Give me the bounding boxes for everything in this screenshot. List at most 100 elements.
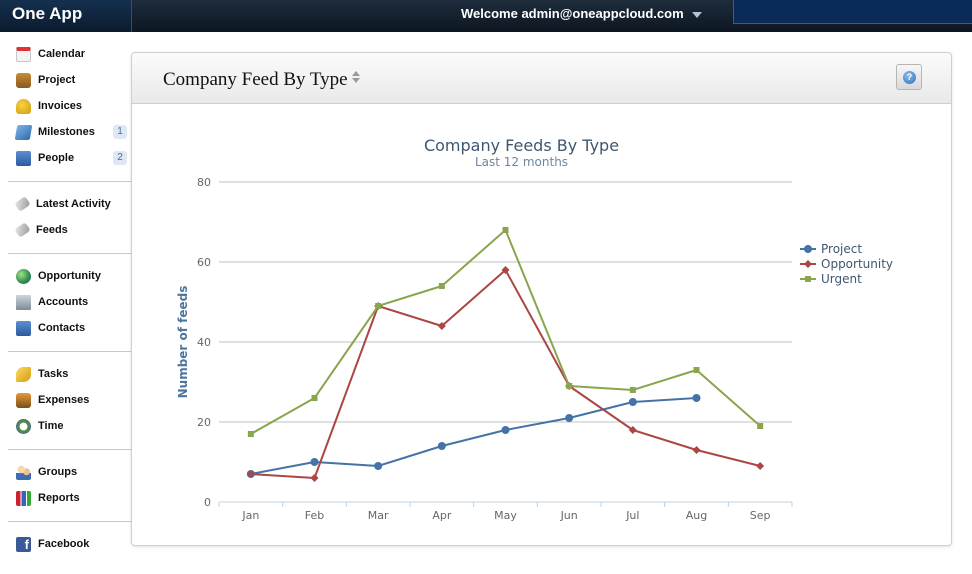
sidebar-item-label: Calendar: [38, 48, 86, 60]
sidebar-item-calendar[interactable]: Calendar: [8, 41, 131, 67]
sidebar-item-reports[interactable]: Reports: [8, 485, 131, 511]
sidebar-item-expenses[interactable]: Expenses: [8, 387, 131, 413]
sidebar-group: f Facebook: [8, 522, 131, 567]
x-tick-label: Mar: [368, 509, 389, 522]
data-point: [247, 431, 254, 437]
sidebar: Calendar Project Invoices Milestones 1 People…: [0, 32, 132, 574]
sidebar-item-label: Facebook: [38, 538, 90, 550]
data-point: [805, 276, 811, 282]
series-line: [250, 229, 761, 435]
invoices-icon: [16, 98, 31, 114]
opportunity-icon: [16, 268, 31, 284]
x-tick-label: Sep: [750, 509, 771, 522]
sidebar-item-label: Invoices: [38, 100, 83, 112]
sort-arrows-icon[interactable]: [351, 70, 361, 84]
data-point: [565, 414, 574, 422]
data-point: [628, 398, 637, 406]
data-point: [246, 470, 255, 478]
sidebar-item-opportunity[interactable]: Opportunity: [8, 263, 131, 289]
series-line: [250, 397, 697, 475]
accounts-icon: [16, 294, 31, 310]
data-point: [693, 367, 700, 373]
sidebar-item-groups[interactable]: Groups: [8, 459, 131, 485]
count-badge: 1: [113, 125, 127, 139]
x-tick-label: Feb: [305, 509, 324, 522]
data-point: [374, 462, 383, 470]
sidebar-item-label: Time: [38, 420, 64, 432]
panel-header: Company Feed By Type ?: [132, 53, 951, 104]
sidebar-item-label: Project: [38, 74, 76, 86]
sidebar-item-tasks[interactable]: Tasks: [8, 361, 131, 387]
legend-item: Project: [821, 242, 862, 256]
chevron-down-icon[interactable]: [691, 11, 702, 18]
sidebar-item-label: Accounts: [38, 296, 89, 308]
sidebar-item-label: Opportunity: [38, 270, 101, 282]
calendar-icon: [16, 46, 31, 62]
sidebar-group: Calendar Project Invoices Milestones 1 People…: [8, 32, 131, 182]
chart-subtitle: Last 12 months: [475, 155, 568, 169]
sidebar-item-label: Reports: [38, 492, 80, 504]
x-tick-label: May: [494, 509, 517, 522]
legend-item: Opportunity: [821, 257, 893, 271]
x-tick-label: Jun: [560, 509, 578, 522]
sidebar-item-milestones[interactable]: Milestones 1: [8, 119, 131, 145]
sidebar-item-people[interactable]: People 2: [8, 145, 131, 171]
sidebar-item-project[interactable]: Project: [8, 67, 131, 93]
sidebar-item-label: Milestones: [38, 126, 95, 138]
data-point: [804, 245, 812, 253]
data-point: [310, 474, 319, 482]
sidebar-item-time[interactable]: Time: [8, 413, 131, 439]
feeds-icon: [14, 222, 31, 238]
data-point: [437, 322, 446, 330]
top-right-area: [733, 0, 972, 24]
sidebar-item-label: Latest Activity: [36, 198, 111, 210]
data-point: [692, 446, 701, 454]
y-axis-label: Number of feeds: [176, 286, 190, 399]
count-badge: 2: [113, 151, 127, 165]
milestones-icon: [14, 124, 33, 140]
data-point: [628, 426, 637, 434]
y-tick-label: 20: [197, 416, 211, 429]
project-icon: [16, 72, 31, 88]
sidebar-item-facebook[interactable]: f Facebook: [8, 531, 131, 557]
sidebar-item-label: Groups: [38, 466, 78, 478]
y-tick-label: 0: [204, 496, 211, 509]
contacts-icon: [16, 320, 31, 336]
top-bar: One App Welcome admin@oneappcloud.com: [0, 0, 972, 32]
feed-panel: Company Feed By Type ? Company Feeds By …: [131, 52, 952, 546]
y-tick-label: 40: [197, 336, 211, 349]
tasks-icon: [16, 366, 31, 382]
facebook-icon: f: [16, 536, 31, 552]
expenses-icon: [16, 392, 31, 408]
sidebar-item-label: Contacts: [38, 322, 86, 334]
help-icon: ?: [903, 71, 916, 84]
data-point: [804, 260, 812, 268]
chart-title: Company Feeds By Type: [424, 136, 619, 155]
data-point: [629, 387, 636, 393]
sidebar-group: Opportunity Accounts Contacts: [8, 254, 131, 352]
x-tick-label: Jan: [241, 509, 259, 522]
data-point: [566, 383, 573, 389]
sidebar-item-accounts[interactable]: Accounts: [8, 289, 131, 315]
sidebar-item-contacts[interactable]: Contacts: [8, 315, 131, 341]
data-point: [502, 227, 509, 233]
app-brand[interactable]: One App: [0, 0, 132, 32]
y-tick-label: 60: [197, 256, 211, 269]
sidebar-item-latest-activity[interactable]: Latest Activity: [8, 191, 131, 217]
data-point: [692, 394, 701, 402]
data-point: [501, 266, 510, 274]
sidebar-group: Latest Activity Feeds: [8, 182, 131, 254]
panel-title: Company Feed By Type: [163, 69, 361, 91]
sidebar-group: Groups Reports: [8, 450, 131, 522]
y-tick-label: 80: [197, 176, 211, 189]
sidebar-item-feeds[interactable]: Feeds: [8, 217, 131, 243]
people-icon: [16, 150, 31, 166]
x-tick-label: Aug: [686, 509, 707, 522]
help-button[interactable]: ?: [896, 64, 922, 90]
data-point: [438, 283, 445, 289]
sidebar-item-invoices[interactable]: Invoices: [8, 93, 131, 119]
user-menu[interactable]: Welcome admin@oneappcloud.com: [461, 6, 702, 21]
x-tick-label: Jul: [625, 509, 639, 522]
sidebar-item-label: People: [38, 152, 75, 164]
